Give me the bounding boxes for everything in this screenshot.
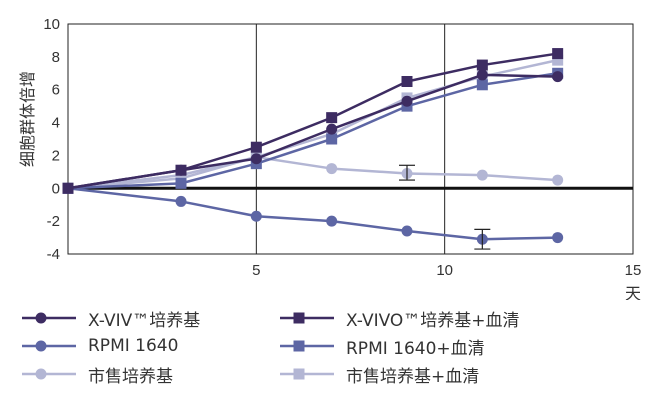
y-tick-label: -4	[47, 246, 60, 263]
y-tick-label: 4	[52, 115, 60, 132]
legend-item: RPMI 1640+血清	[278, 334, 485, 359]
x-axis-title: 天	[625, 284, 641, 300]
data-point	[476, 69, 488, 81]
legend-swatch	[22, 340, 76, 352]
data-point	[326, 112, 338, 124]
legend-label: X-VIVO™培养基+血清	[346, 310, 520, 331]
data-point	[175, 164, 187, 176]
series-1	[62, 48, 564, 194]
legend-swatch	[22, 368, 76, 380]
y-tick-label: 0	[52, 180, 60, 197]
legend-label: RPMI 1640	[88, 336, 179, 356]
legend-label: 市售培养基	[88, 366, 173, 387]
legend-swatch-marker	[35, 368, 47, 380]
legend-label: X-VIV™培养基	[88, 310, 201, 331]
legend-item: X-VIV™培养基	[20, 306, 201, 331]
data-point	[476, 169, 488, 181]
y-tick-label: -2	[47, 213, 60, 230]
legend-swatch	[280, 368, 334, 380]
error-bars	[399, 164, 491, 250]
legend-swatch-marker	[293, 368, 305, 380]
data-point	[552, 48, 564, 60]
y-axis-title: 细胞群体倍增	[18, 71, 37, 167]
legend-swatch-marker	[293, 312, 305, 324]
data-point	[326, 133, 338, 145]
data-point	[552, 71, 564, 83]
data-point	[401, 225, 413, 237]
legend-label: RPMI 1640+血清	[346, 338, 485, 359]
error-bar	[399, 164, 415, 181]
data-point	[552, 232, 564, 244]
tick-labels: 10 8 6 4 2 0 -2 -4 5 10 15	[43, 16, 641, 279]
data-point	[62, 182, 74, 194]
y-tick-label: 8	[52, 49, 60, 66]
error-bar	[474, 228, 491, 250]
series-2	[62, 182, 564, 245]
y-tick-label: 10	[43, 16, 60, 33]
legend-item: 市售培养基	[20, 362, 173, 387]
data-point	[175, 195, 187, 207]
data-point	[552, 54, 564, 66]
legend-swatch	[22, 312, 76, 324]
legend-swatch-marker	[293, 340, 305, 352]
legend-swatch-marker	[35, 312, 47, 324]
legend: X-VIV™培养基 X-VIVO™培养基+血清 RPMI 1640 RPMI 1640…	[0, 300, 665, 400]
y-tick-label: 2	[52, 147, 60, 164]
grid	[67, 23, 634, 255]
data-point	[401, 95, 413, 107]
legend-item: X-VIVO™培养基+血清	[278, 306, 520, 331]
line-chart: 10 8 6 4 2 0 -2 -4 5 10 15 细胞群体倍增 天	[18, 16, 641, 300]
data-point	[326, 215, 338, 227]
x-tick-label: 5	[252, 262, 260, 279]
legend-item: RPMI 1640	[20, 334, 178, 358]
data-point	[401, 76, 413, 87]
x-tick-label: 10	[436, 262, 453, 279]
legend-swatch	[280, 312, 334, 324]
data-point	[476, 59, 488, 71]
data-point	[476, 79, 488, 91]
data-point	[250, 153, 262, 165]
series-line	[67, 187, 558, 241]
data-point	[552, 174, 564, 186]
data-point	[250, 141, 262, 153]
data-point	[326, 163, 338, 175]
y-tick-label: 6	[52, 82, 60, 99]
legend-label: 市售培养基+血清	[346, 366, 480, 387]
legend-swatch	[280, 340, 334, 352]
data-point	[175, 177, 187, 189]
legend-swatch-marker	[35, 340, 47, 352]
data-point	[326, 123, 338, 135]
x-tick-label: 15	[625, 262, 642, 279]
series	[62, 48, 564, 245]
plot-frame	[67, 23, 634, 255]
legend-item: 市售培养基+血清	[278, 362, 480, 387]
data-point	[250, 210, 262, 222]
